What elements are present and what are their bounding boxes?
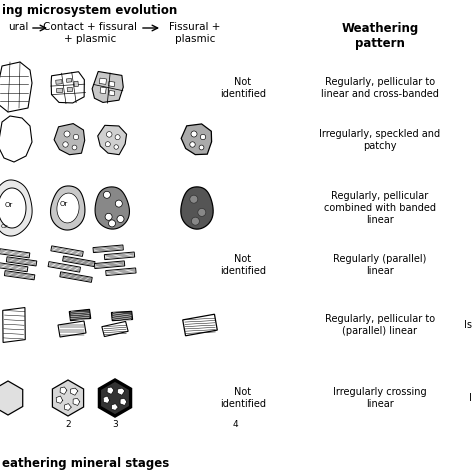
Polygon shape — [67, 87, 73, 92]
Circle shape — [115, 135, 120, 140]
Text: Not
identified: Not identified — [220, 77, 266, 99]
Polygon shape — [99, 78, 107, 84]
Polygon shape — [4, 271, 35, 280]
Polygon shape — [106, 268, 136, 275]
Polygon shape — [95, 187, 129, 229]
Polygon shape — [0, 263, 28, 272]
Text: Regularly, pellicular
combined with banded
linear: Regularly, pellicular combined with band… — [324, 191, 436, 225]
Polygon shape — [60, 387, 67, 394]
Polygon shape — [100, 87, 106, 94]
Polygon shape — [56, 80, 62, 84]
Polygon shape — [51, 246, 83, 256]
Text: Regularly, pellicular to
(parallel) linear: Regularly, pellicular to (parallel) line… — [325, 314, 435, 336]
Text: Contact + fissural
+ plasmic: Contact + fissural + plasmic — [43, 22, 137, 44]
Circle shape — [73, 134, 79, 140]
Polygon shape — [54, 124, 85, 155]
Polygon shape — [58, 321, 86, 337]
Polygon shape — [93, 245, 123, 253]
Polygon shape — [107, 387, 114, 394]
Text: Regularly, pellicular to
linear and cross-banded: Regularly, pellicular to linear and cros… — [321, 77, 439, 99]
Polygon shape — [102, 321, 128, 337]
Polygon shape — [70, 388, 78, 395]
Polygon shape — [0, 188, 26, 228]
Polygon shape — [6, 257, 37, 266]
Circle shape — [63, 142, 68, 147]
Text: Regularly (parallel)
linear: Regularly (parallel) linear — [333, 254, 427, 276]
Polygon shape — [104, 252, 135, 260]
Polygon shape — [92, 72, 123, 102]
Polygon shape — [51, 186, 85, 230]
Circle shape — [190, 195, 198, 203]
Circle shape — [103, 191, 110, 198]
Polygon shape — [0, 62, 32, 112]
Polygon shape — [56, 88, 63, 93]
Text: Irregularly, speckled and
patchy: Irregularly, speckled and patchy — [319, 129, 440, 151]
Polygon shape — [0, 249, 30, 258]
Polygon shape — [51, 72, 84, 103]
Polygon shape — [60, 272, 92, 283]
Polygon shape — [181, 124, 211, 155]
Text: Or: Or — [0, 224, 8, 228]
Text: Not
identified: Not identified — [220, 387, 266, 409]
Polygon shape — [109, 91, 115, 96]
Polygon shape — [69, 310, 91, 321]
Polygon shape — [118, 388, 125, 395]
Polygon shape — [120, 399, 127, 405]
Polygon shape — [103, 396, 110, 403]
Text: Irregularly crossing
linear: Irregularly crossing linear — [333, 387, 427, 409]
Text: I: I — [469, 393, 472, 403]
Polygon shape — [57, 193, 79, 223]
Polygon shape — [3, 308, 25, 342]
Text: Is: Is — [464, 320, 472, 330]
Circle shape — [105, 213, 112, 220]
Text: Not
identified: Not identified — [220, 254, 266, 276]
Polygon shape — [100, 380, 131, 416]
Polygon shape — [48, 262, 81, 272]
Polygon shape — [64, 404, 72, 410]
Polygon shape — [182, 314, 217, 336]
Text: Or: Or — [5, 202, 13, 208]
Text: ural: ural — [8, 22, 28, 32]
Text: Weathering
pattern: Weathering pattern — [341, 22, 419, 50]
Text: 2: 2 — [65, 420, 71, 429]
Polygon shape — [111, 311, 133, 321]
Text: Or: Or — [60, 201, 68, 207]
Text: 3: 3 — [112, 420, 118, 429]
Polygon shape — [74, 81, 78, 87]
Polygon shape — [0, 180, 32, 236]
Text: 4: 4 — [232, 420, 238, 429]
Text: ing microsystem evolution: ing microsystem evolution — [2, 4, 177, 17]
Polygon shape — [109, 82, 115, 87]
Polygon shape — [56, 396, 63, 403]
Circle shape — [115, 200, 122, 207]
Circle shape — [191, 217, 200, 225]
Circle shape — [72, 145, 77, 150]
Circle shape — [190, 142, 195, 147]
Polygon shape — [0, 116, 32, 162]
Circle shape — [109, 220, 116, 227]
Polygon shape — [111, 404, 118, 410]
Circle shape — [114, 145, 118, 149]
Polygon shape — [94, 261, 125, 268]
Circle shape — [191, 131, 197, 137]
Polygon shape — [53, 380, 83, 416]
Circle shape — [64, 131, 70, 137]
Polygon shape — [63, 256, 95, 266]
Circle shape — [106, 132, 112, 137]
Circle shape — [201, 134, 206, 140]
Polygon shape — [181, 187, 213, 229]
Polygon shape — [73, 399, 80, 405]
Polygon shape — [0, 381, 23, 415]
Text: Fissural +
plasmic: Fissural + plasmic — [169, 22, 221, 44]
Polygon shape — [98, 125, 127, 155]
Text: eathering mineral stages: eathering mineral stages — [2, 457, 169, 470]
Polygon shape — [66, 79, 72, 82]
Circle shape — [199, 145, 204, 150]
Circle shape — [198, 209, 206, 217]
Circle shape — [105, 142, 110, 147]
Circle shape — [117, 216, 124, 222]
